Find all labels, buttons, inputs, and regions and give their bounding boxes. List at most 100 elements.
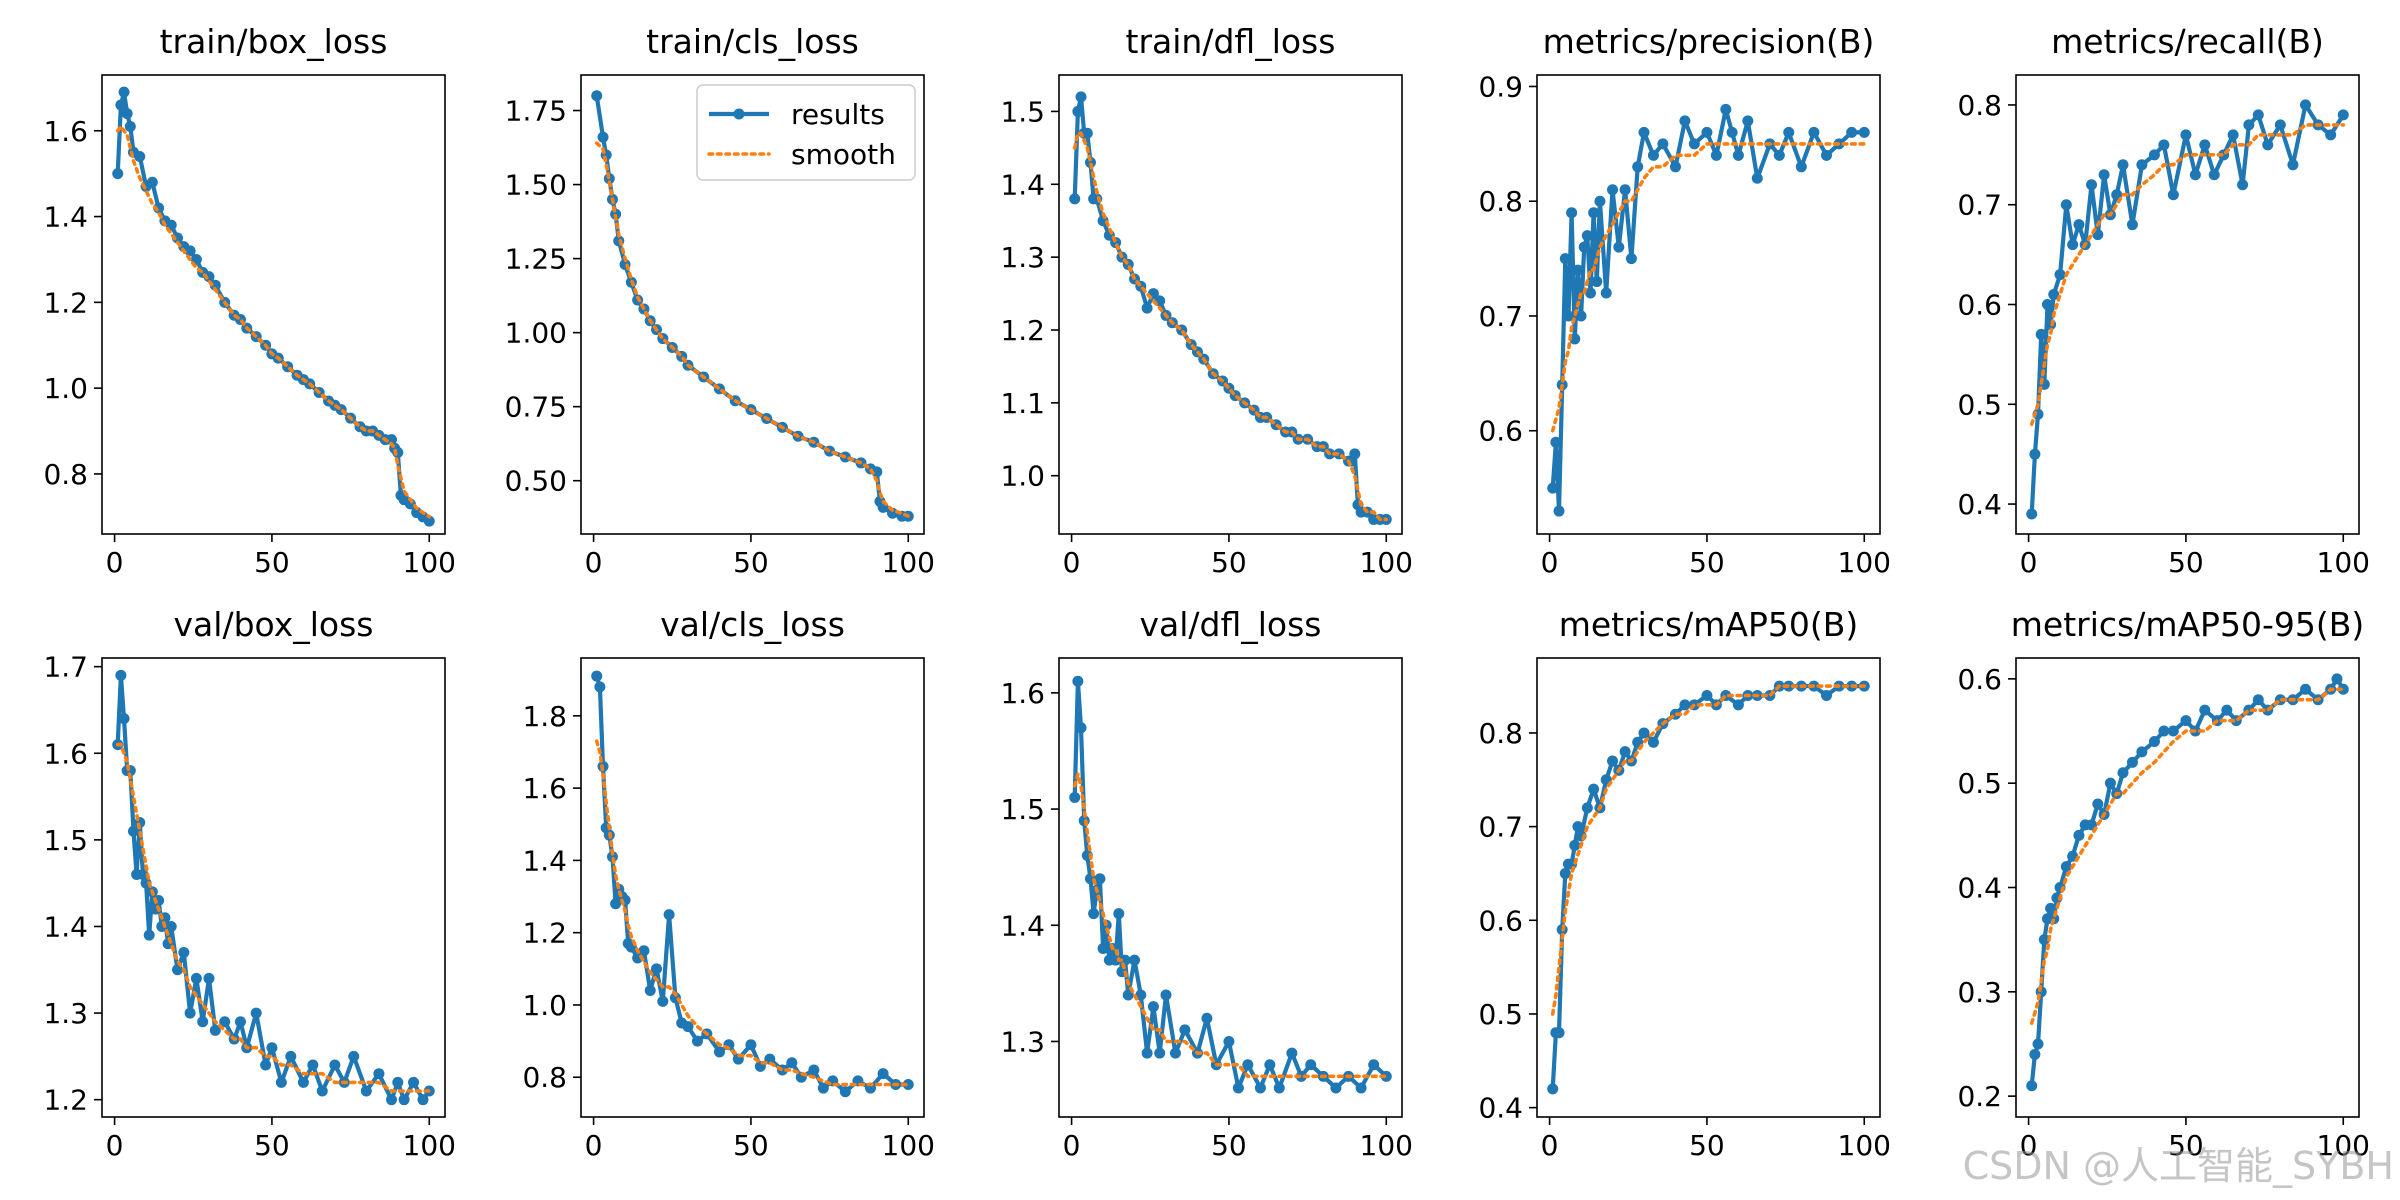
results-point [2208, 169, 2220, 181]
results-point [2199, 704, 2211, 716]
y-tick-label: 1.50 [505, 169, 567, 202]
results-point [250, 1007, 262, 1019]
watermark: CSDN @人工智能_SYBH [1962, 1144, 2394, 1188]
results-point [2038, 934, 2050, 946]
y-tick-label: 0.5 [1478, 998, 1523, 1031]
results-point [266, 1042, 278, 1054]
results-point [638, 945, 650, 957]
results-point [2148, 149, 2160, 161]
panel-title: train/cls_loss [646, 22, 859, 61]
x-tick-label: 50 [2168, 546, 2204, 579]
x-tick-label: 100 [1838, 546, 1891, 579]
y-tick-label: 1.4 [522, 844, 567, 877]
results-point [1742, 115, 1754, 127]
y-tick-label: 1.00 [505, 317, 567, 350]
smooth-line [1072, 131, 1389, 522]
y-tick-label: 1.2 [1000, 314, 1045, 347]
results-line [1072, 679, 1388, 1091]
results-line [1550, 683, 1865, 1090]
panel-2: train/dfl_loss 0 50 100 1.0 1.1 1.2 1.3 1.4 1.5 [1000, 22, 1413, 579]
results-point [1355, 1082, 1367, 1094]
results-line [115, 673, 432, 1102]
results-point [2167, 189, 2179, 201]
results-point [1773, 149, 1785, 161]
y-tick-label: 1.7 [43, 651, 88, 684]
smooth-line [594, 141, 911, 519]
y-tick-label: 0.8 [522, 1061, 567, 1094]
y-tick-label: 0.9 [1478, 70, 1523, 103]
results-point [285, 1050, 297, 1062]
results-point [1638, 126, 1650, 138]
results-point [143, 929, 155, 941]
y-tick-label: 1.0 [522, 989, 567, 1022]
results-point [1808, 126, 1820, 138]
results-point [2300, 99, 2312, 111]
x-tick-label: 0 [1063, 1129, 1081, 1162]
y-tick-label: 1.4 [43, 201, 88, 234]
results-line [115, 90, 431, 523]
results-point [1581, 802, 1593, 814]
results-point [651, 963, 663, 975]
results-point [134, 151, 146, 163]
results-point [1069, 791, 1081, 803]
results-point [1821, 149, 1833, 161]
x-tick-label: 50 [2168, 1129, 2204, 1162]
results-point [1550, 436, 1562, 448]
y-tick-label: 0.6 [1478, 415, 1523, 448]
y-tick-label: 1.8 [522, 700, 567, 733]
results-point [1547, 1083, 1559, 1095]
results-point [2136, 746, 2148, 758]
results-point [887, 507, 899, 519]
results-point [1072, 105, 1084, 117]
results-point [197, 1016, 209, 1028]
results-point [1232, 1082, 1244, 1094]
results-point [610, 898, 622, 910]
y-tick-label: 0.6 [1478, 904, 1523, 937]
x-tick-label: 100 [882, 1129, 935, 1162]
results-point [2325, 129, 2337, 141]
y-tick-label: 1.0 [1000, 460, 1045, 493]
results-point [1732, 149, 1744, 161]
panel-6: val/cls_loss 0 50 100 0.8 1.0 1.2 1.4 1.6 1.8 [522, 605, 935, 1162]
plot-area [591, 670, 914, 1098]
results-point [2221, 704, 2233, 716]
x-tick-label: 50 [1211, 546, 1247, 579]
results-point [2117, 159, 2129, 171]
results-point [1141, 1047, 1153, 1059]
results-point [360, 1085, 372, 1097]
x-tick-label: 100 [1360, 1129, 1413, 1162]
results-point [1581, 230, 1593, 242]
results-point [2199, 139, 2211, 151]
results-point [657, 995, 669, 1007]
results-point [2237, 179, 2249, 191]
x-tick-label: 100 [403, 546, 456, 579]
y-tick-label: 0.4 [1957, 488, 2002, 521]
results-point [1619, 184, 1631, 196]
axes-frame [2015, 657, 2360, 1118]
results-point [2287, 159, 2299, 171]
results-point [1679, 699, 1691, 711]
x-tick-label: 50 [254, 1129, 290, 1162]
y-tick-label: 1.5 [1000, 793, 1045, 826]
axes-frame [1536, 657, 1881, 1118]
x-tick-label: 50 [1689, 1129, 1725, 1162]
y-tick-label: 1.0 [43, 372, 88, 405]
results-line [594, 675, 909, 1094]
y-tick-label: 1.1 [1000, 387, 1045, 420]
results-point [1572, 821, 1584, 833]
legend-smooth-label: smooth [791, 138, 896, 171]
results-point [1141, 302, 1153, 314]
results-point [839, 1086, 851, 1098]
results-point [137, 869, 149, 881]
y-tick-label: 0.6 [1957, 663, 2002, 696]
results-point [1575, 310, 1587, 322]
results-point [663, 909, 675, 921]
axes-frame [2015, 74, 2360, 535]
panel-title: metrics/precision(B) [1543, 22, 1875, 61]
axes-frame [1058, 657, 1403, 1118]
y-tick-label: 0.50 [505, 465, 567, 498]
results-point [597, 131, 609, 143]
y-tick-label: 1.4 [1000, 168, 1045, 201]
y-tick-label: 1.2 [43, 286, 88, 319]
results-point [2041, 299, 2053, 310]
